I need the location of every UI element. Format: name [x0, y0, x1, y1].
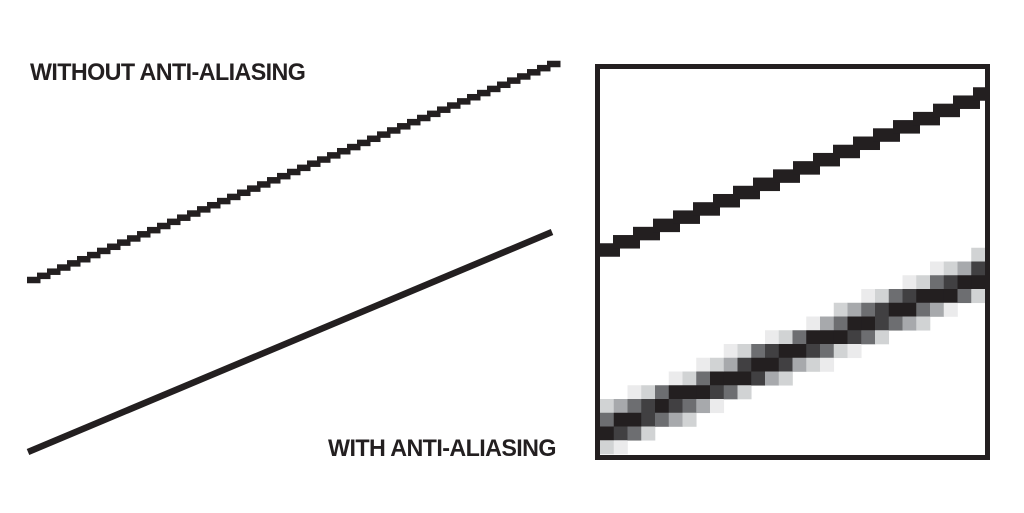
antialiased-line	[26, 229, 554, 455]
antialiased-line-magnified	[600, 247, 985, 455]
aliased-line	[27, 60, 561, 284]
label-without-anti-aliasing: WITHOUT ANTI-ALIASING	[30, 59, 306, 86]
label-with-anti-aliasing: WITH ANTI-ALIASING	[328, 435, 556, 462]
magnifier-box	[595, 64, 990, 460]
magnified-pixel-view	[600, 87, 985, 455]
aliased-line-magnified	[600, 87, 985, 257]
